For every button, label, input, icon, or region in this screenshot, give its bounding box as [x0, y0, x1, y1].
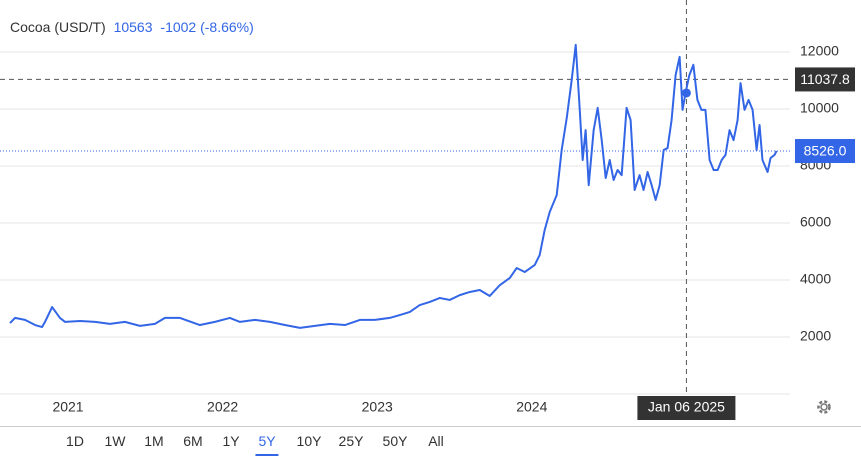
x-tick-label: 2022 — [207, 399, 238, 415]
crosshair-point — [681, 88, 691, 98]
x-tick-label: 2023 — [362, 399, 393, 415]
price: 10563 — [113, 19, 153, 35]
range-button[interactable]: 25Y — [338, 433, 364, 449]
y-tick-label: 10000 — [800, 100, 839, 116]
range-button[interactable]: 10Y — [296, 433, 322, 449]
range-button[interactable]: 1Y — [222, 433, 240, 449]
last-price-box — [795, 139, 855, 164]
range-button[interactable]: 5Y — [255, 433, 279, 456]
y-tick-label: 2000 — [800, 328, 831, 344]
change: -1002 — [160, 19, 197, 35]
header: Cocoa (USD/T) 10563 -1002 (-8.66%) — [10, 19, 258, 35]
crosshair-x-label: Jan 06 2025 — [648, 399, 725, 415]
y-tick-label: 12000 — [800, 43, 839, 59]
crosshair-y-label: 11037.8 — [800, 71, 850, 87]
range-button[interactable]: 1W — [104, 433, 126, 449]
x-tick-label: 2021 — [52, 399, 83, 415]
price-line — [9, 43, 778, 329]
y-tick-label: 4000 — [800, 271, 831, 287]
range-button[interactable]: 1M — [144, 433, 164, 449]
crosshair-y-box — [795, 67, 855, 92]
change-pct: (-8.66%) — [200, 19, 254, 35]
range-button[interactable]: 6M — [183, 433, 203, 449]
last-price-label: 8526.0 — [804, 143, 847, 159]
title: Cocoa (USD/T) — [10, 19, 106, 35]
range-button[interactable]: 50Y — [382, 433, 408, 449]
crosshair-x-box — [637, 396, 736, 420]
x-tick-label: 2024 — [516, 399, 547, 415]
y-tick-label: 6000 — [800, 214, 831, 230]
range-button[interactable]: All — [428, 433, 444, 449]
settings-icon[interactable] — [817, 400, 831, 414]
range-button[interactable]: 1D — [66, 433, 84, 449]
range-bar: 1D 1W 1M 6M 1Y 5Y 10Y 25Y 50Y All — [0, 426, 861, 456]
